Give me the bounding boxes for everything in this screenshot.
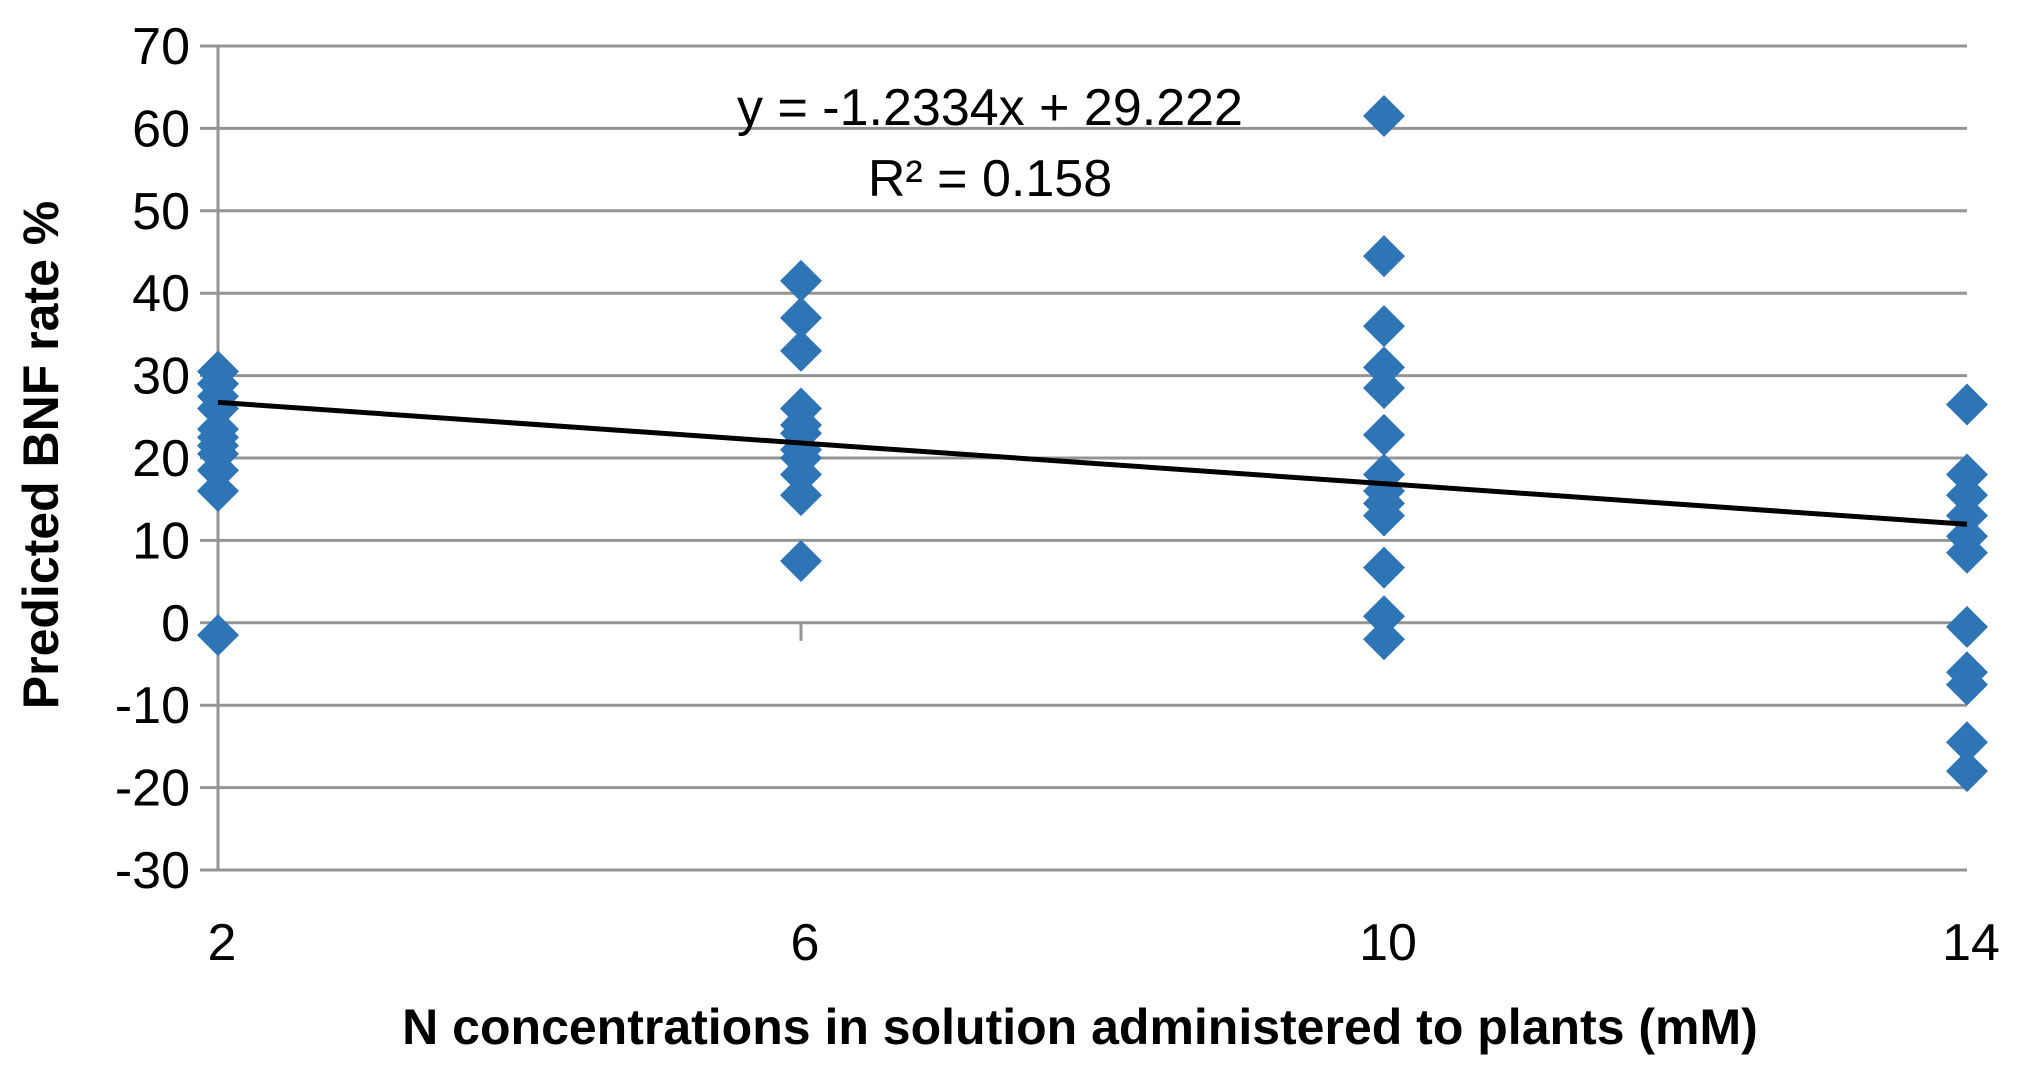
data-point-x14-y8.5: [1946, 531, 1988, 574]
data-point-x14-y-18: [1946, 750, 1988, 793]
data-point-x10-y6.7: [1363, 546, 1405, 589]
y-tick-label-40: 40: [132, 265, 190, 323]
data-point-x6-y15.5: [780, 474, 822, 517]
data-point-x10-y28.5: [1363, 366, 1405, 409]
data-point-x6-y7.5: [780, 540, 822, 582]
y-tick-labels: 70 60 50 40 30 20 10 0 -10 -20 -30: [115, 18, 190, 900]
x-tick-labels: 2 6 10 14: [208, 914, 2000, 972]
data-point-x10-y22.8: [1363, 413, 1405, 456]
r-squared-label: R² = 0.158: [868, 150, 1112, 208]
data-point-x10-y36: [1363, 305, 1405, 348]
data-point-x14-y-7.5: [1946, 663, 1988, 706]
data-point-x10-y61.5: [1363, 95, 1405, 138]
data-point-x6-y33: [780, 329, 822, 372]
y-tick-label-30: 30: [132, 348, 190, 406]
trendline: [217, 399, 1968, 527]
data-point-x10-y0.8: [1363, 595, 1405, 638]
y-tick-label--30: -30: [115, 842, 190, 900]
data-point-x2-y-1.5: [197, 614, 239, 657]
data-point-x10-y13: [1363, 494, 1405, 537]
x-tick-label-6: 6: [791, 914, 820, 972]
x-axis-title: N concentrations in solution administere…: [402, 999, 1758, 1055]
y-tick-label--10: -10: [115, 677, 190, 735]
data-point-x2-y16: [197, 469, 239, 512]
y-tick-label-10: 10: [132, 512, 190, 570]
y-tick-label-70: 70: [132, 18, 190, 76]
data-point-x6-y37: [780, 296, 822, 339]
gridlines: [218, 44, 1967, 872]
data-point-x14-y-14.5: [1946, 721, 1988, 764]
x-tick-label-10: 10: [1359, 914, 1417, 972]
x-axis-tick-marks: [216, 622, 1969, 641]
y-tick-label-20: 20: [132, 430, 190, 488]
trendline-equation-label: y = -1.2334x + 29.222: [737, 79, 1243, 137]
y-tick-label--20: -20: [115, 760, 190, 818]
data-point-x6-y41.5: [780, 259, 822, 302]
data-point-x10-y44.5: [1363, 235, 1405, 278]
data-point-x10-y-2: [1363, 618, 1405, 661]
y-tick-label-60: 60: [132, 100, 190, 158]
data-point-x14-y26.5: [1946, 383, 1988, 426]
data-point-x14-y-0.5: [1946, 605, 1988, 648]
x-tick-label-2: 2: [208, 914, 237, 972]
x-tick-label-14: 14: [1942, 914, 2000, 972]
y-tick-label-0: 0: [161, 595, 190, 653]
y-axis-title: Predicted BNF rate %: [13, 201, 69, 709]
y-tick-label-50: 50: [132, 183, 190, 241]
